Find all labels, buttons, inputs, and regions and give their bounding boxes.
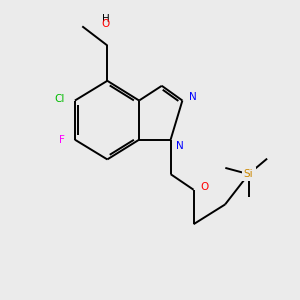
Text: O: O (200, 182, 208, 192)
Text: Si: Si (244, 169, 254, 179)
Text: O: O (102, 19, 110, 29)
Text: N: N (189, 92, 196, 102)
Text: F: F (59, 135, 64, 145)
Text: H: H (102, 14, 110, 24)
Text: Cl: Cl (54, 94, 64, 104)
Text: N: N (176, 141, 184, 151)
